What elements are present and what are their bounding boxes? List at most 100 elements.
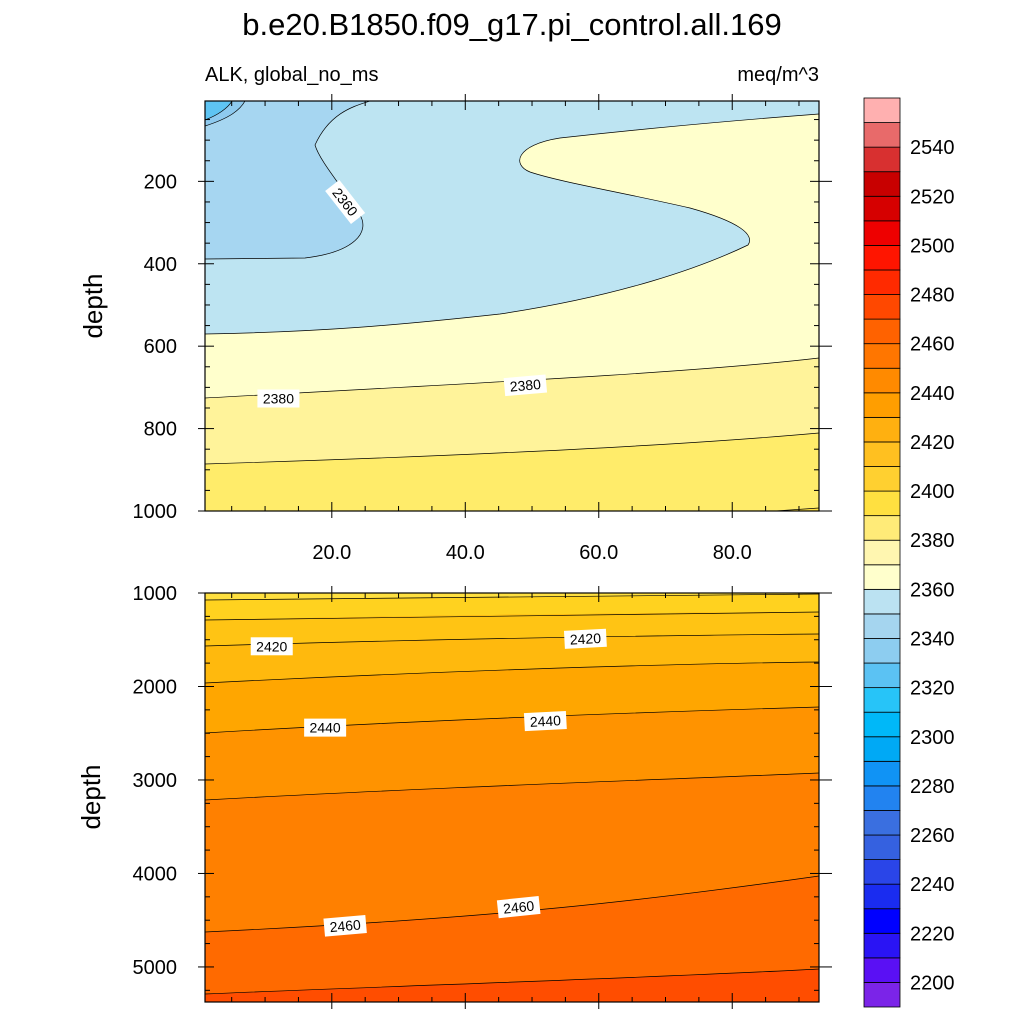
upper-panel-frame [204, 100, 820, 512]
contour-label-text: 2380 [263, 391, 294, 407]
colorbar-swatch [863, 638, 901, 664]
contour-label-box [563, 628, 607, 649]
contour-label-box [323, 915, 367, 937]
contour-label-text: 2440 [310, 720, 341, 736]
y-tick-label: 5000 [133, 957, 178, 979]
colorbar-swatch [863, 97, 901, 123]
colorbar-swatch [863, 441, 901, 467]
colorbar-swatch [863, 318, 901, 345]
x-tick-label: 20.0 [312, 542, 351, 564]
colorbar-swatch [863, 564, 901, 590]
contour-label-box [304, 718, 347, 737]
lower-contour-labels: 2420 2420 2440 2440 2460 2460 [250, 628, 607, 937]
colorbar-tick-label: 2260 [910, 825, 955, 847]
contour-label-box [250, 637, 293, 656]
lower-band-2480-2490 [205, 969, 819, 1002]
colorbar-swatch [863, 122, 901, 148]
y-tick-label: 200 [144, 171, 177, 193]
upper-y-axis-title: depth [78, 273, 108, 338]
contour-line [205, 357, 819, 399]
colorbar-swatch [863, 171, 901, 197]
colorbar-swatch [863, 736, 901, 762]
colorbar-swatch [863, 908, 901, 934]
contour-label-box [503, 374, 548, 397]
contour-line [769, 507, 819, 511]
lower-band-2460-2470 [205, 773, 819, 932]
colorbar-swatch [863, 810, 901, 836]
colorbar-tick-label: 2200 [910, 972, 955, 994]
colorbar-swatch [863, 613, 901, 639]
colorbar-swatch [863, 220, 901, 246]
colorbar-swatch [863, 392, 901, 418]
lower-panel-fills [205, 593, 819, 1002]
y-tick-label: 600 [144, 336, 177, 358]
contour-line [205, 772, 819, 801]
lower-y-axis-title: depth [76, 764, 106, 829]
upper-band-2330-2340 [205, 101, 232, 120]
colorbar-swatch [863, 294, 901, 320]
contour-label: 2440 [523, 710, 567, 732]
contour-label-box [325, 179, 366, 225]
contour-label: 2440 [304, 718, 347, 737]
colorbar-swatch [863, 760, 901, 787]
y-tick-label: 800 [144, 419, 177, 441]
contour-label-text: 2420 [569, 630, 601, 648]
upper-axis-ticks: 200 400 600 800 1000 [133, 94, 832, 523]
lower-band-2470-2480 [205, 876, 819, 994]
x-tick-label: 40.0 [446, 542, 485, 564]
upper-band-2350-2360 [205, 101, 370, 259]
colorbar-swatch [863, 834, 901, 860]
colorbar-swatch [863, 687, 901, 713]
contour-label: 2420 [563, 628, 607, 649]
colorbar-tick-label: 2220 [910, 923, 955, 945]
colorbar-swatch [863, 588, 901, 615]
contour-label: 2460 [323, 915, 367, 937]
contour-label-text: 2460 [502, 898, 535, 917]
contour-label: 2420 [250, 637, 293, 656]
colorbar-swatch [863, 515, 901, 541]
colorbar-tick-label: 2280 [910, 776, 955, 798]
colorbar-tick-label: 2360 [910, 579, 955, 601]
lower-axis-ticks: 1000 2000 3000 4000 5000 [133, 583, 832, 1009]
y-tick-label: 3000 [133, 770, 178, 792]
colorbar-swatch [863, 711, 901, 738]
upper-band-2400-2410 [774, 508, 819, 511]
contour-label-box [257, 389, 300, 408]
x-tick-labels: 20.0 40.0 60.0 80.0 [312, 542, 751, 564]
contour-label-text: 2440 [529, 712, 561, 730]
colorbar-swatch [863, 883, 901, 910]
variable-label: ALK, global_no_ms [205, 64, 378, 86]
colorbar-swatch [863, 195, 901, 222]
lower-band-2450-2460 [205, 707, 819, 800]
colorbar-swatch [863, 245, 901, 271]
colorbar-tick-label: 2440 [910, 383, 955, 405]
y-tick-label: 1000 [133, 583, 178, 605]
colorbar-swatch [863, 859, 901, 885]
upper-contour-labels: 2360 2380 2380 [257, 179, 548, 408]
y-tick-label: 1000 [133, 501, 178, 523]
colorbar-tick-label: 2400 [910, 481, 955, 503]
colorbar-swatch [863, 785, 901, 811]
colorbar-swatch [863, 466, 901, 492]
colorbar-tick-label: 2420 [910, 432, 955, 454]
contour-label: 2460 [496, 895, 541, 919]
colorbar-swatch [863, 416, 901, 443]
colorbar: 2200 2220 2240 2260 2280 2300 2320 2340 2360 2380… [863, 97, 955, 1008]
contour-label: 2360 [325, 179, 366, 225]
colorbar-tick-label: 2340 [910, 628, 955, 650]
contour-label-box [496, 895, 541, 919]
colorbar-tick-label: 2500 [910, 235, 955, 257]
contour-line [205, 661, 819, 684]
upper-band-2360-2370 [205, 101, 819, 334]
colorbar-swatch [863, 539, 901, 566]
contour-line [205, 432, 819, 465]
colorbar-tick-label: 2380 [910, 530, 955, 552]
y-tick-label: 4000 [133, 863, 178, 885]
colorbar-swatch [863, 957, 901, 983]
colorbar-swatch [863, 146, 901, 173]
contour-label-text: 2420 [256, 638, 287, 654]
colorbar-tick-label: 2460 [910, 334, 955, 356]
lower-band-2420-2430 [205, 612, 819, 646]
colorbar-swatch [863, 490, 901, 517]
